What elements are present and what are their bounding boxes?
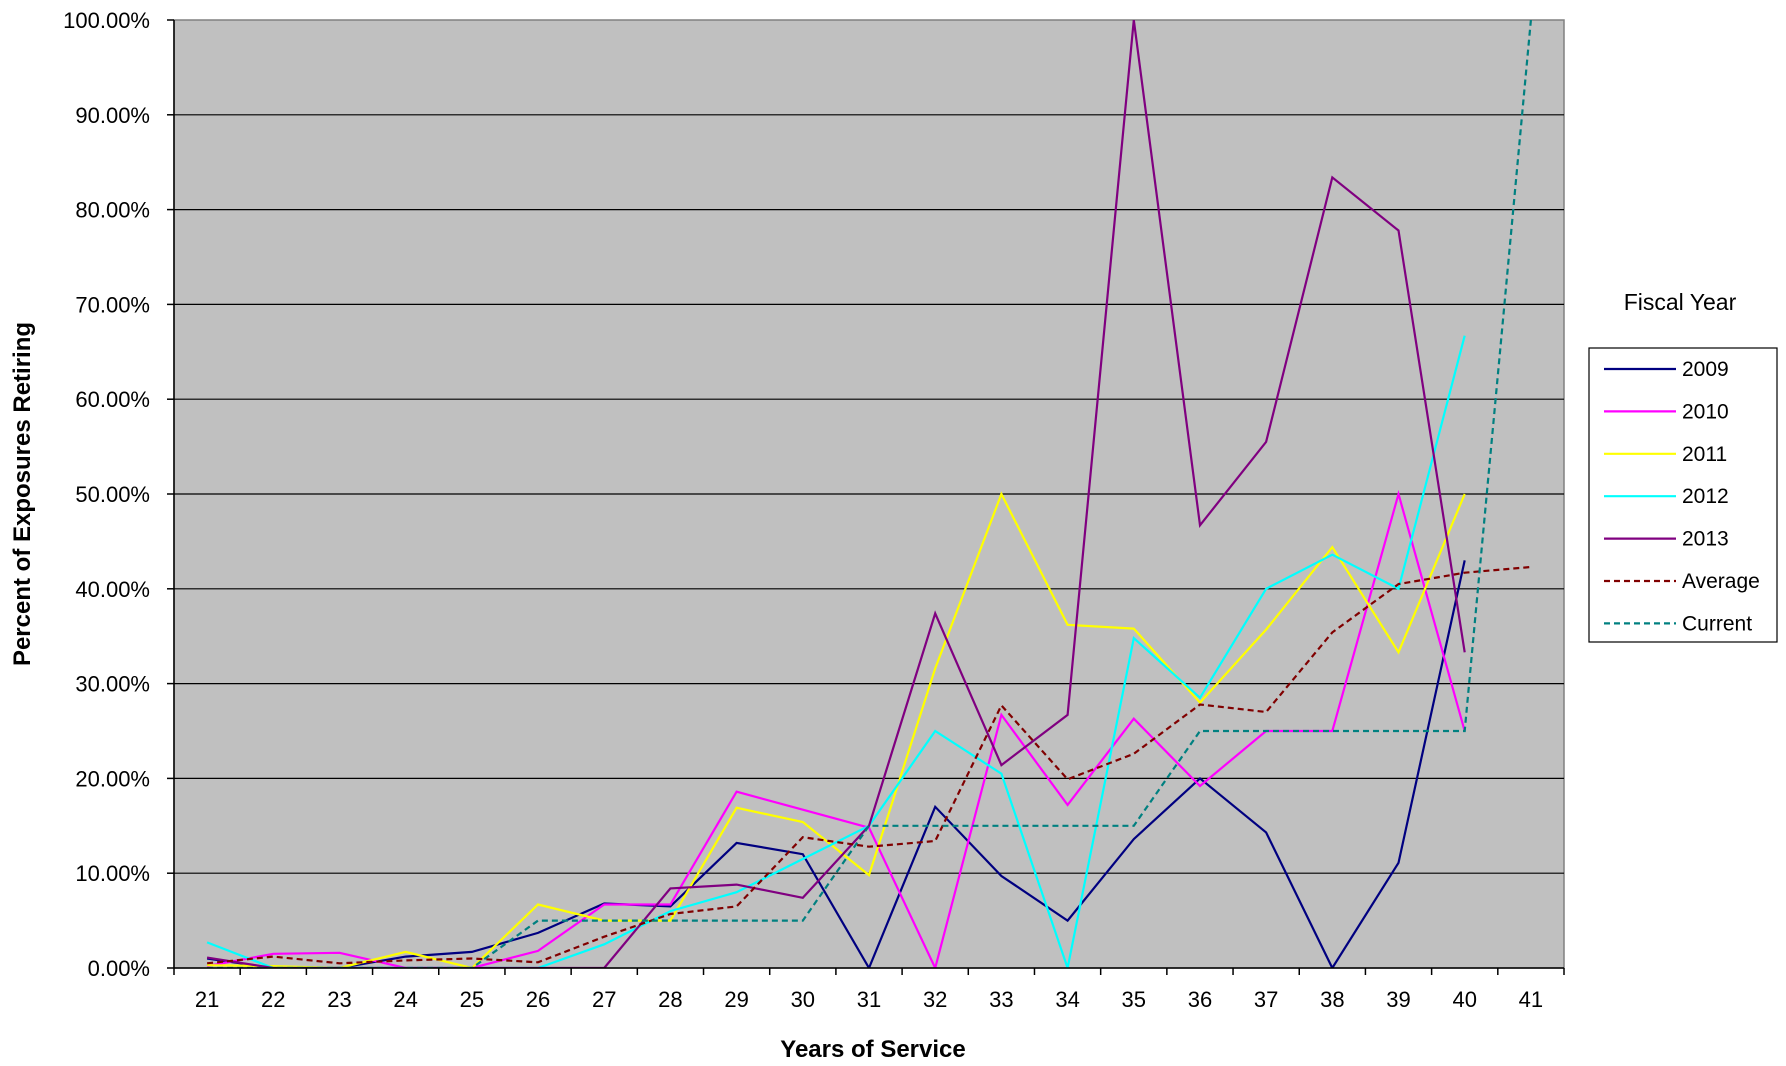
legend-title: Fiscal Year <box>1624 289 1737 315</box>
legend-box <box>1588 347 1778 643</box>
y-tick-label: 70.00% <box>75 292 150 317</box>
legend: 2009 2010 2011 2012 2013 Average Current <box>1604 358 1760 635</box>
y-tick-labels: 0.00% 10.00% 20.00% 30.00% 40.00% 50.00% 60.00… <box>63 8 150 981</box>
axes <box>167 19 1565 975</box>
y-axis-title: Percent of Exposures Retiring <box>9 322 36 666</box>
x-tick-label: 21 <box>195 987 219 1012</box>
legend-label-current: Current <box>1682 612 1752 635</box>
x-tick-label: 28 <box>658 987 682 1012</box>
legend-label-average: Average <box>1682 570 1760 593</box>
y-tick-label: 0.00% <box>88 956 150 981</box>
y-tick-label: 10.00% <box>75 861 150 886</box>
y-tick-label: 60.00% <box>75 387 150 412</box>
series-lines <box>206 20 1532 968</box>
x-tick-label: 29 <box>724 987 748 1012</box>
series-line-2013 <box>206 20 1466 968</box>
x-tick-label: 38 <box>1320 987 1344 1012</box>
y-tick-label: 50.00% <box>75 482 150 507</box>
y-tick-label: 100.00% <box>63 8 150 33</box>
y-tick-label: 90.00% <box>75 103 150 128</box>
x-tick-label: 24 <box>393 987 417 1012</box>
x-tick-label: 30 <box>791 987 815 1012</box>
x-axis-title: Years of Service <box>780 1036 965 1063</box>
x-tick-label: 36 <box>1188 987 1212 1012</box>
x-tick-label: 39 <box>1386 987 1410 1012</box>
legend-label-2012: 2012 <box>1682 485 1729 508</box>
y-tick-label: 40.00% <box>75 577 150 602</box>
x-tick-label: 33 <box>989 987 1013 1012</box>
series-line-2009 <box>206 560 1466 968</box>
series-line-2011 <box>207 491 1466 968</box>
legend-label-2010: 2010 <box>1682 400 1729 423</box>
y-tick-label: 30.00% <box>75 672 150 697</box>
x-tick-label: 31 <box>857 987 881 1012</box>
legend-label-2013: 2013 <box>1682 528 1729 551</box>
x-tick-label: 41 <box>1519 987 1543 1012</box>
x-tick-label: 27 <box>592 987 616 1012</box>
x-tick-labels: 21 22 23 24 25 26 27 28 29 30 31 32 33 34 35 36 37 38 39 40… <box>195 987 1543 1012</box>
x-tick-label: 35 <box>1122 987 1146 1012</box>
x-tick-label: 40 <box>1452 987 1476 1012</box>
legend-label-2011: 2011 <box>1682 443 1727 466</box>
series-line-2010 <box>206 489 1466 968</box>
x-tick-label: 25 <box>460 987 484 1012</box>
x-tick-label: 26 <box>526 987 550 1012</box>
series-line-average <box>206 565 1531 965</box>
x-tick-label: 22 <box>261 987 285 1012</box>
y-tick-label: 80.00% <box>75 198 150 223</box>
x-tick-label: 34 <box>1055 987 1079 1012</box>
x-tick-label: 32 <box>923 987 947 1012</box>
x-tick-label: 37 <box>1254 987 1278 1012</box>
grid-lines <box>174 114 1564 874</box>
y-tick-label: 20.00% <box>75 766 150 791</box>
x-tick-label: 23 <box>327 987 351 1012</box>
series-line-2012 <box>206 335 1466 968</box>
legend-label-2009: 2009 <box>1682 358 1729 381</box>
